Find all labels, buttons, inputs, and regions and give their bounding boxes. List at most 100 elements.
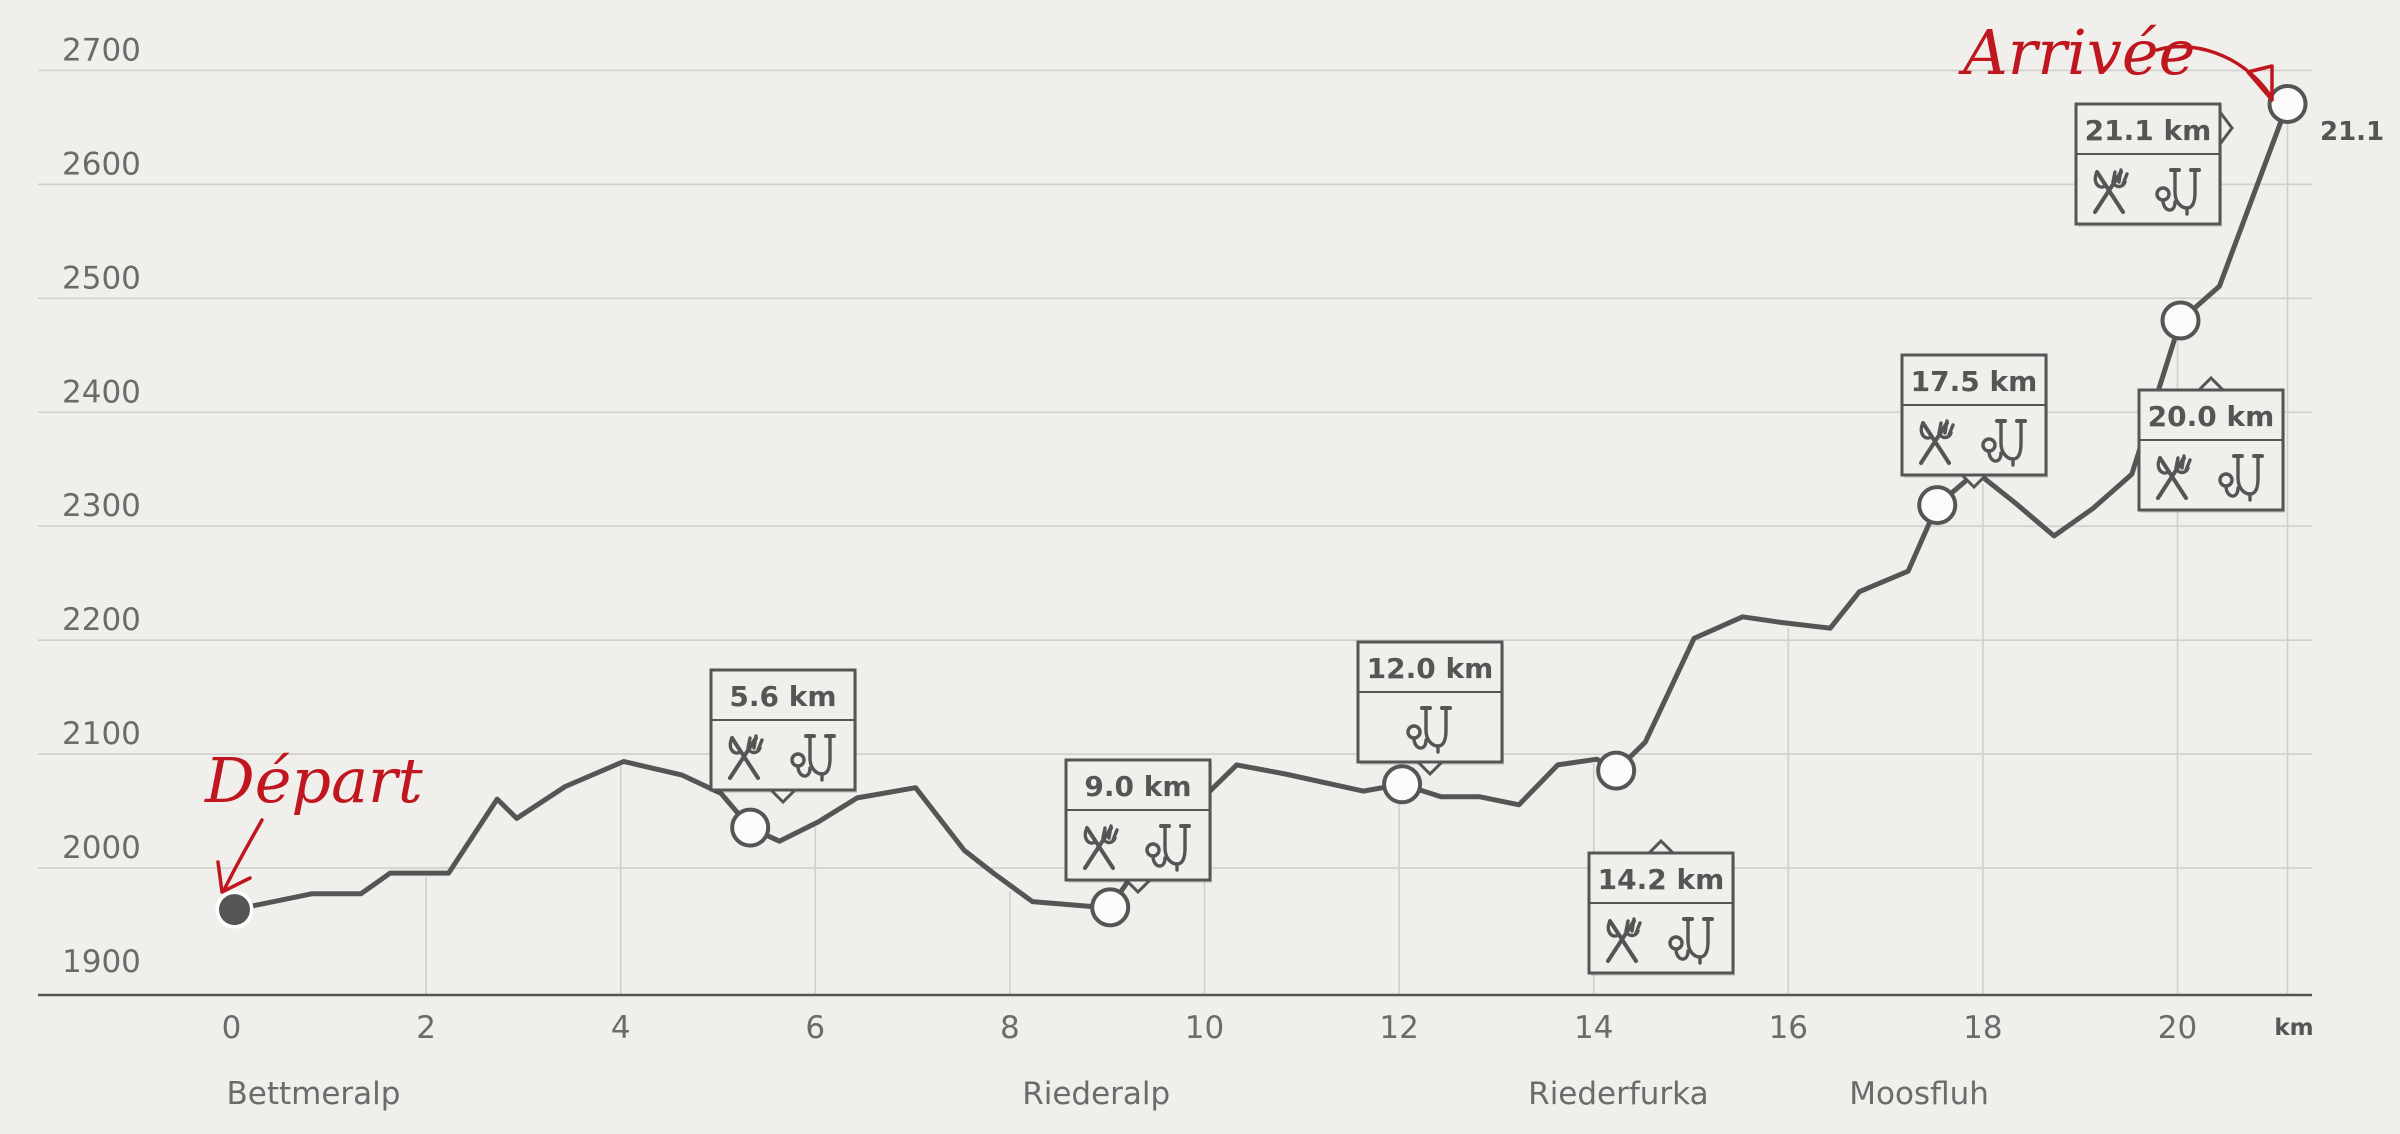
place-label: Bettmeralp (227, 1076, 401, 1112)
station-callout: 9.0 km (1064, 758, 1212, 895)
callout-pointer (1645, 838, 1677, 855)
station-markers (215, 83, 2308, 929)
y-tick-label: 2000 (62, 830, 141, 866)
y-tick-label: 2100 (62, 716, 141, 752)
fork-knife-icon (1083, 824, 1119, 870)
callout-pointer (2218, 107, 2234, 149)
station-callout: 17.5 km (1900, 353, 2048, 490)
y-tick-label: 2500 (62, 260, 141, 296)
y-tick-label: 2300 (62, 488, 141, 524)
gridlines (38, 69, 2312, 869)
arrivee-annotation: Arrivée (1958, 16, 2195, 89)
arrivee-arrow-shaft (2155, 45, 2272, 97)
place-label: Moosfluh (1849, 1076, 1989, 1112)
place-label: Riederalp (1022, 1076, 1170, 1112)
fork-knife-icon (728, 734, 764, 780)
fork-stroke (728, 736, 758, 780)
fork-stroke (1606, 919, 1636, 963)
stethoscope-icon (2155, 168, 2201, 216)
x-tick-label: 4 (611, 1010, 631, 1046)
x-tick-label: 6 (805, 1010, 825, 1046)
callout-pointer (1414, 760, 1446, 777)
fork-stroke (2156, 456, 2186, 500)
station-drop-lines (425, 121, 2289, 995)
y-tick-label: 2400 (62, 374, 141, 410)
x-tick-label: 10 (1185, 1010, 1224, 1046)
callout-distance-label: 9.0 km (1084, 770, 1191, 803)
knife-blade (2156, 456, 2170, 475)
callout-distance-label: 17.5 km (1911, 365, 2038, 398)
fork-stroke (2093, 170, 2123, 214)
x-tick-label: 14 (1574, 1010, 1613, 1046)
knife-blade (1919, 421, 1933, 440)
station-callout: 5.6 km (709, 668, 857, 805)
station-callout: 20.0 km (2137, 375, 2285, 513)
depart-annotation: Départ (204, 744, 423, 817)
station-callout: 14.2 km (1587, 838, 1735, 976)
x-tick-label: 18 (1963, 1010, 2002, 1046)
x-tick-label: 2 (416, 1010, 436, 1046)
x-tick-label: 20 (2158, 1010, 2197, 1046)
stethoscope-icon (1145, 824, 1191, 872)
elevation-line (232, 101, 2290, 913)
stethoscope-icon (790, 734, 836, 782)
place-label: Riederfurka (1528, 1076, 1708, 1112)
station-callout: 21.1 km (2074, 102, 2234, 227)
x-axis-unit-label: km (2274, 1015, 2313, 1041)
station-marker (2267, 83, 2308, 124)
fork-stroke (1083, 826, 1113, 870)
y-tick-label: 2600 (62, 146, 141, 182)
callout-distance-label: 21.1 km (2085, 114, 2212, 147)
stethoscope-icon (1406, 706, 1452, 754)
stetho-link (1151, 854, 1167, 868)
start-marker (219, 894, 250, 926)
fork-tines (2174, 454, 2192, 475)
elevation-line-layer (232, 101, 2290, 913)
callout-distance-label: 20.0 km (2148, 400, 2275, 433)
axes: 1900 2000 2100 2200 2300 2400 2500 2600 2700 0 2 4 6… (38, 32, 2384, 1112)
station-marker (1090, 887, 1131, 928)
fork-tines (1101, 824, 1119, 845)
x-tick-label: 12 (1379, 1010, 1418, 1046)
x-tick-label: 0 (222, 1010, 242, 1046)
fork-knife-icon (2093, 168, 2129, 214)
station-marker (1596, 750, 1637, 791)
fork-tines (2111, 168, 2129, 189)
stethoscope-icon (1668, 917, 1714, 965)
stetho-link (796, 764, 812, 778)
station-callout: 12.0 km (1356, 640, 1504, 777)
handwritten-annotations: Départ Arrivée (204, 16, 2274, 894)
fork-tines (1624, 917, 1642, 938)
x-tick-label: 8 (1000, 1010, 1020, 1046)
fork-stroke (1919, 421, 1949, 465)
stetho-link (2161, 198, 2177, 212)
callout-pointer (1958, 473, 1990, 490)
station-callouts: 5.6 km 9.0 km 12.0 km 14.2 km 17.5 km 20.0 km… (709, 102, 2285, 976)
end-distance-label: 21.1 (2320, 117, 2384, 147)
fork-tines (746, 734, 764, 755)
depart-arrow-shaft (222, 818, 264, 892)
callout-distance-label: 12.0 km (1367, 652, 1494, 685)
stethoscope-icon (1981, 419, 2027, 467)
callout-distance-label: 5.6 km (729, 680, 836, 713)
knife-blade (2093, 170, 2107, 189)
fork-knife-icon (1919, 419, 1955, 465)
stetho-link (1987, 449, 2003, 463)
station-marker (1382, 764, 1423, 805)
fork-knife-icon (1606, 917, 1642, 963)
stetho-link (1412, 736, 1428, 750)
stetho-link (2224, 484, 2240, 498)
callout-distance-label: 14.2 km (1598, 863, 1725, 896)
arrivee-arrow-head (2246, 64, 2274, 102)
knife-blade (1606, 919, 1620, 938)
stethoscope-icon (2218, 454, 2264, 502)
y-tick-label: 1900 (62, 944, 141, 980)
knife-blade (1083, 826, 1097, 845)
station-marker (730, 807, 771, 848)
y-tick-label: 2200 (62, 602, 141, 638)
callout-pointer (767, 788, 799, 805)
knife-blade (728, 736, 742, 755)
fork-knife-icon (2156, 454, 2192, 500)
callout-pointer (1122, 878, 1154, 895)
